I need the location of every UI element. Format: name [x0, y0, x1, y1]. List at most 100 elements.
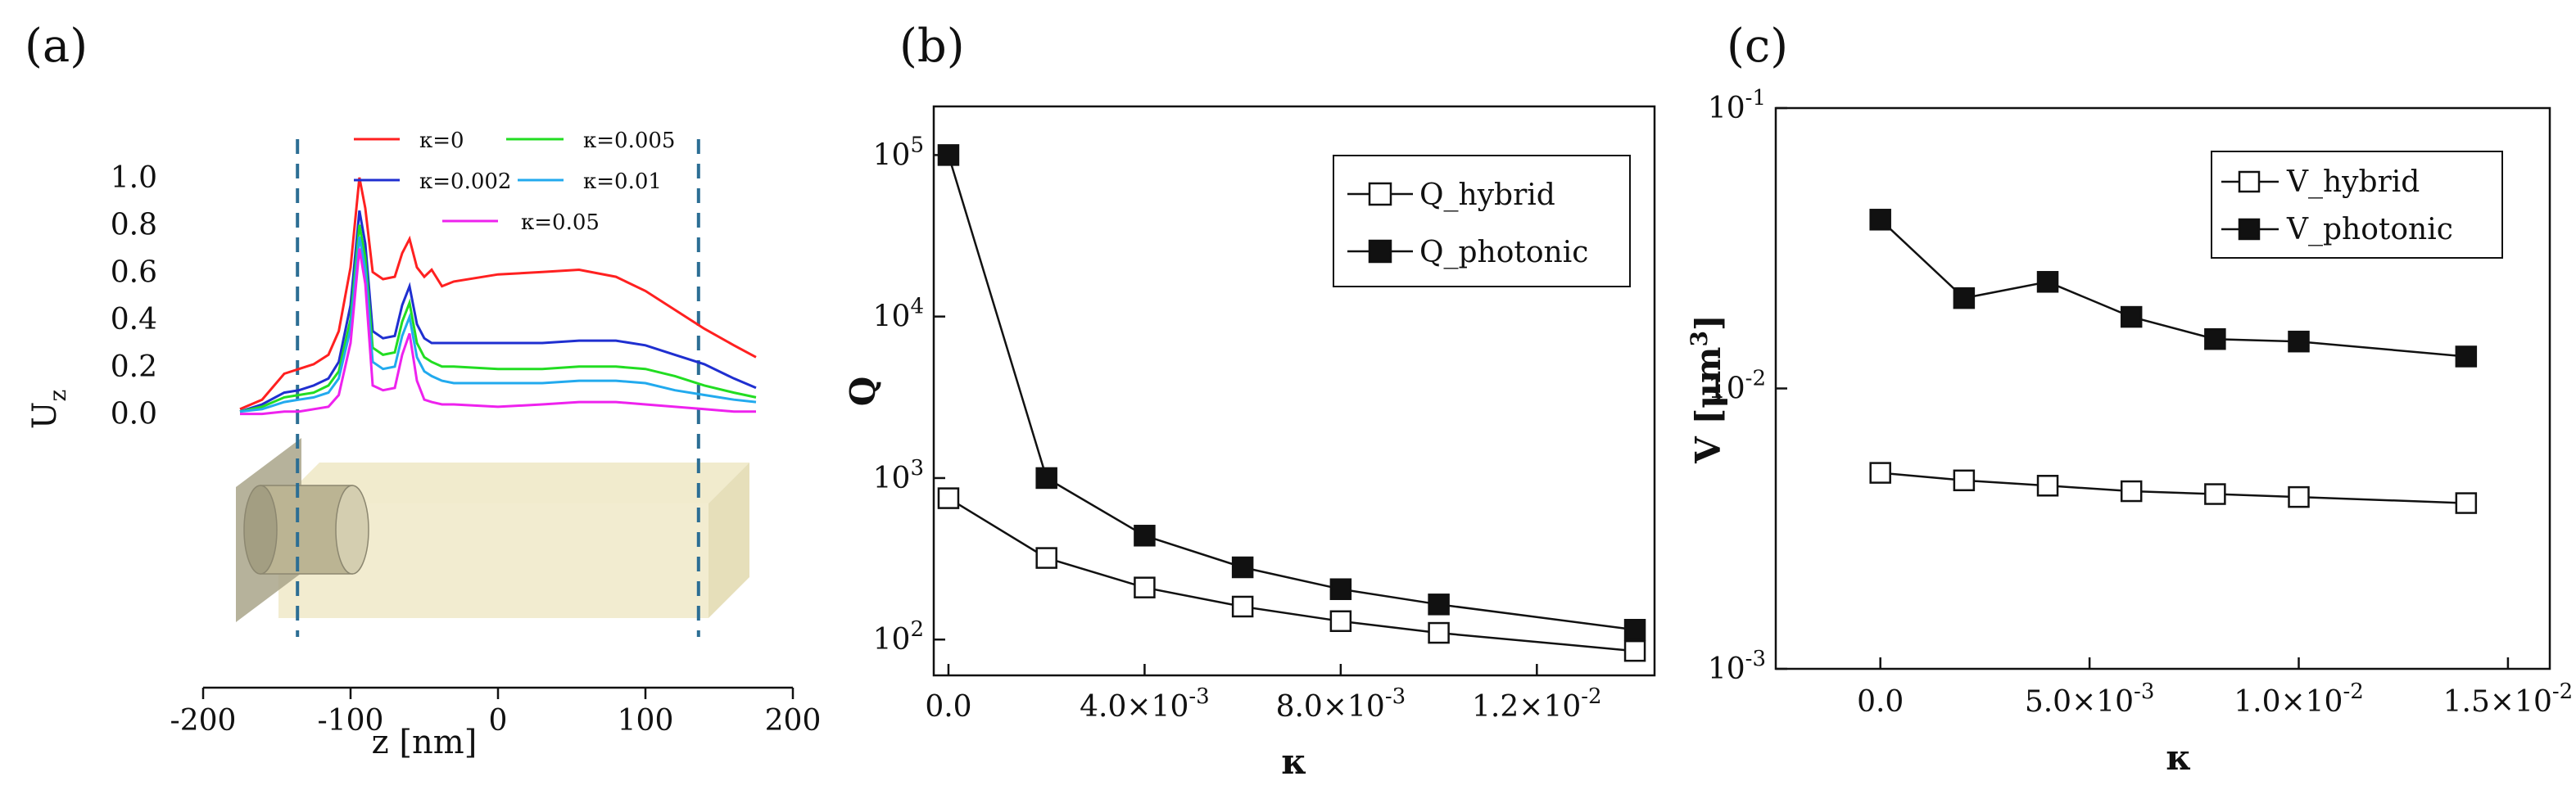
panel-b-data-point [1035, 547, 1057, 569]
panel-c-data-point [1869, 462, 1891, 484]
panel-c-xtick-label: 5.0×10-3 [2025, 679, 2155, 719]
panel-c-data-point [2455, 345, 2478, 368]
panel-b-ytick-label: 102 [873, 617, 924, 657]
panel-a-ytick-label: 0.0 [111, 398, 157, 431]
panel-a-xtick-label: 100 [618, 704, 674, 738]
panel-c-ticks: 0.0 5.0×10-3 1.0×10-2 1.5×10-2 10-3 10-2 10-1 [1708, 86, 2573, 719]
legend-item-k001: κ=0.01 [583, 169, 662, 194]
panel-c-xlabel: κ [2166, 738, 2191, 778]
panel-a-label: (a) [25, 20, 88, 73]
panel-c-data-point [1869, 209, 1891, 231]
panel-b-xtick-label: 8.0×10-3 [1276, 684, 1406, 724]
legend-v-hybrid: V_hybrid [2286, 165, 2420, 199]
panel-a-dashed-lines [296, 139, 700, 637]
legend-q-photonic: Q_photonic [1419, 236, 1588, 269]
panel-a-xtick-label: -200 [170, 704, 237, 738]
panel-c-data-point [1953, 469, 1976, 492]
panel-b-data-point [1134, 525, 1156, 547]
panel-a-legend: κ=0 κ=0.005 κ=0.002 κ=0.01 κ=0.05 [354, 129, 675, 235]
panel-c-ytick-label: 10-1 [1708, 86, 1766, 125]
panel-a-ylabel: Uz [26, 390, 71, 429]
panel-b-ytick-label: 104 [873, 295, 924, 334]
panel-a-series-line [239, 236, 757, 413]
legend-q-hybrid: Q_hybrid [1419, 178, 1555, 212]
legend-item-k0005: κ=0.005 [583, 129, 675, 153]
panel-b-xlabel: κ [1281, 742, 1306, 782]
panel-b-data-point [1231, 595, 1254, 618]
panel-a-ytick-label: 0.4 [111, 303, 157, 336]
panel-c-data-point [2455, 492, 2478, 514]
panel-a-series [239, 177, 757, 416]
panel-b-series [937, 144, 1646, 662]
panel-c-ylabel-sup: 3 [1686, 331, 1713, 346]
panel-c-ytick-label: 10-3 [1708, 647, 1766, 686]
panel-a-series-line [240, 248, 756, 416]
panel-a-xtick-label: -100 [318, 704, 384, 738]
panel-a-ytick-label: 0.8 [111, 209, 157, 242]
panel-a-ytick-label: 0.6 [111, 255, 157, 289]
panel-b-xtick-label: 1.2×10-2 [1472, 684, 1602, 724]
panel-c-data-point [1953, 287, 1976, 309]
legend-v-photonic: V_photonic [2286, 213, 2453, 246]
panel-b-data-point [1231, 556, 1254, 579]
panel-c-data-point [2204, 327, 2226, 350]
panel-b-data-point [1623, 619, 1646, 641]
panel-b-data-point [1134, 576, 1156, 598]
panel-b-data-point [1035, 467, 1057, 490]
panel-a-xtick-label: 0 [489, 704, 508, 738]
panel-b-data-point [1329, 578, 1352, 600]
panel-c-data-point [2036, 271, 2059, 293]
panel-c-xtick-label: 0.0 [1857, 685, 1904, 719]
panel-b-data-point [1428, 594, 1450, 616]
panel-b-ytick-label: 103 [873, 456, 924, 495]
panel-b-chart: 0.0 4.0×10-3 8.0×10-3 1.2×10-2102103104105 … [843, 105, 1656, 782]
panel-b-legend: Q_hybrid Q_photonic [1333, 155, 1631, 287]
panel-b-data-point [1329, 610, 1352, 633]
panel-a-chart: -200 -100 0 100 200 0.0 0.2 0.4 0.6 0.8 1.0 κ=0 κ=… [26, 129, 821, 761]
panel-b-data-point [937, 487, 960, 509]
panel-a-series-line [239, 224, 757, 413]
panel-c-ylabel-end: ] [1688, 314, 1728, 331]
panel-c-xtick-label: 1.0×10-2 [2234, 679, 2364, 719]
panel-b-data-point [1623, 639, 1646, 662]
panel-c-data-point [2204, 483, 2226, 505]
panel-a-series-line [239, 210, 757, 413]
svg-text:V [μm3]: V [μm3] [1686, 314, 1728, 464]
panel-c-data-point [2120, 480, 2143, 503]
waveguide-illustration [236, 438, 749, 622]
panel-a-ylabel-sub: z [44, 390, 71, 402]
panel-a-ytick-label: 1.0 [111, 161, 157, 195]
panel-c-legend: V_hybrid V_photonic [2211, 151, 2503, 259]
panel-b-xtick-label: 0.0 [925, 690, 971, 724]
panel-b-label: (b) [899, 20, 965, 73]
legend-item-k005: κ=0.05 [521, 210, 600, 235]
panel-b-ticks: 0.0 4.0×10-3 8.0×10-3 1.2×10-2 102 103 104 105 [873, 133, 1602, 724]
panel-b-series-line [948, 497, 1636, 652]
panel-b-ylabel-text: Q [843, 377, 883, 407]
panel-a-axes: -200 -100 0 100 200 0.0 0.2 0.4 0.6 0.8 1.0 [111, 161, 822, 738]
panel-c-data-point [2036, 475, 2059, 497]
panel-c-ylabel: V [μm3] [1686, 314, 1728, 464]
panel-c-data-point [2288, 485, 2310, 508]
panel-b-ylabel: Q [843, 377, 883, 407]
panel-b-data-point [937, 144, 960, 166]
panel-c-series [1869, 209, 2478, 514]
panel-b-ytick-label: 105 [873, 133, 924, 172]
panel-c-xtick-label: 1.5×10-2 [2443, 679, 2574, 719]
panel-c-chart: 0.0 5.0×10-3 1.0×10-2 1.5×10-210-310-210-1 … [1686, 86, 2573, 778]
panel-c-ylabel-main: V [μm [1688, 347, 1728, 464]
panel-b-frame [932, 105, 1656, 677]
panel-b-data-point [1428, 621, 1450, 644]
legend-item-k0002: κ=0.002 [419, 169, 511, 194]
panel-c-label: (c) [1727, 20, 1788, 73]
panel-c-data-point [2120, 305, 2143, 328]
panel-c-data-point [2288, 330, 2310, 353]
panel-c-ytick-label: 10-2 [1708, 367, 1766, 406]
panel-a-ylabel-main: U [26, 402, 64, 430]
panel-a-ytick-label: 0.2 [111, 350, 157, 384]
svg-text:Uz: Uz [26, 390, 71, 429]
legend-item-k0: κ=0 [419, 129, 464, 153]
panel-a-xtick-label: 200 [765, 704, 822, 738]
panel-a-series-line [239, 177, 757, 411]
